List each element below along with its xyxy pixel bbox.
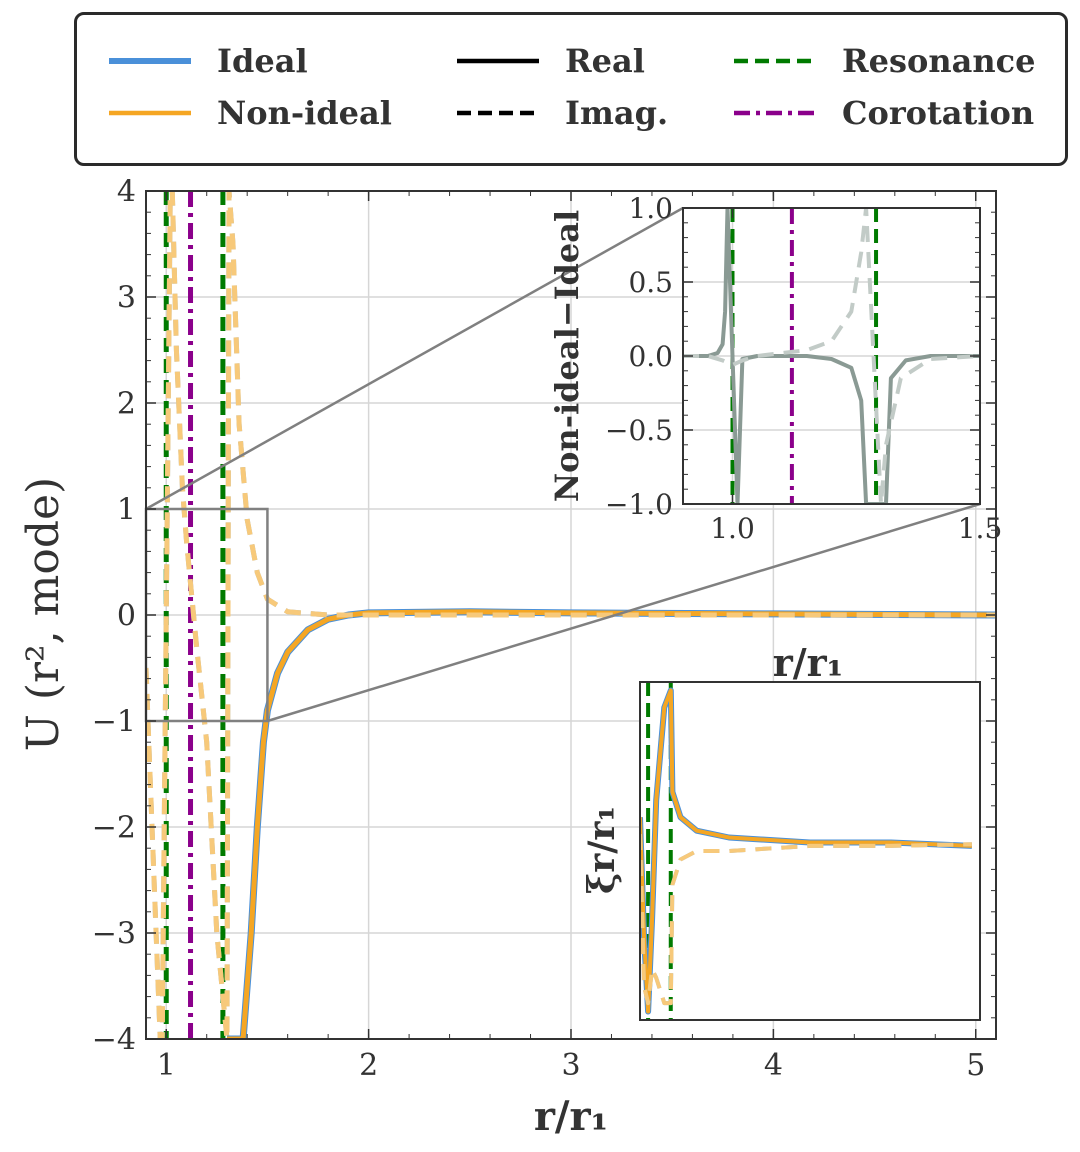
main-tick-labels: 1 2 3 4 5 −4 −3 −2 −1 0 1 2 3 4	[92, 175, 986, 1084]
diff-tick-label-y-3: 0.5	[628, 266, 673, 299]
inset-difference-x-label: r/r₁	[773, 640, 844, 685]
main-ticks	[146, 190, 996, 1040]
inset-displacement-background	[640, 682, 980, 1020]
main-tick-label-y-3: −1	[92, 705, 136, 740]
inset-displacement-frame	[639, 681, 981, 1021]
inset-difference-y-label: Non-ideal−Ideal	[548, 210, 586, 502]
legend-swatch-real	[457, 58, 539, 64]
legend-swatch-corotation	[734, 110, 816, 116]
main-tick-label-y-2: −2	[92, 811, 136, 846]
diff-series-0	[683, 208, 980, 504]
legend-swatch-resonance	[734, 58, 816, 64]
inset-difference-tick-labels: 1.0 1.5 −1.0 −0.5 0.0 0.5 1.0	[605, 192, 1002, 545]
legend-label-corotation: Corotation	[842, 94, 1035, 132]
main-tick-label-y-1: −3	[92, 917, 136, 952]
legend: Ideal Real Resonance Non-ideal Imag. Cor…	[74, 12, 1068, 166]
legend-swatch-ideal	[109, 58, 191, 64]
legend-item-ideal: Ideal	[109, 41, 308, 81]
legend-item-real: Real	[457, 41, 645, 81]
main-x-axis-label: r/r₁	[534, 1093, 608, 1140]
legend-label-ideal: Ideal	[217, 42, 308, 80]
xi-series-3	[640, 834, 972, 1006]
main-tick-label-y-7: 3	[117, 281, 136, 316]
main-y-axis-label: U (r², mode)	[18, 477, 69, 751]
diff-tick-label-y-1: −0.5	[605, 414, 673, 447]
legend-item-imag: Imag.	[457, 93, 668, 133]
main-tick-label-x-0: 1	[157, 1048, 176, 1083]
diff-tick-label-y-0: −1.0	[605, 488, 673, 521]
main-series-1	[227, 609, 996, 1039]
zoom-connector-top	[145, 206, 684, 511]
main-tick-label-y-0: −4	[92, 1023, 136, 1058]
diff-tick-label-x-1: 1.5	[958, 512, 1003, 545]
main-tick-label-y-4: 0	[117, 599, 136, 634]
main-tick-label-x-2: 3	[561, 1048, 580, 1083]
inset-displacement-panel: ξr/r₁	[581, 681, 981, 1021]
main-tick-label-x-1: 2	[359, 1048, 378, 1083]
inset-difference-panel: 1.0 1.5 −1.0 −0.5 0.0 0.5 1.0 r/r₁ Non-ideal−I…	[548, 192, 1002, 685]
inset-displacement-series	[640, 687, 973, 1015]
zoom-connector-bottom	[267, 502, 981, 723]
legend-swatch-nonideal	[109, 110, 191, 116]
legend-label-real: Real	[565, 42, 645, 80]
legend-label-nonideal: Non-ideal	[217, 94, 392, 132]
main-reference-lines	[163, 191, 226, 1039]
legend-label-imag: Imag.	[565, 94, 669, 132]
legend-item-nonideal: Non-ideal	[109, 93, 392, 133]
legend-item-resonance: Resonance	[734, 41, 1035, 81]
inset-difference-ticks	[683, 207, 981, 505]
main-tick-label-y-8: 4	[117, 175, 136, 210]
main-tick-label-y-5: 1	[117, 493, 136, 528]
legend-swatch-imag	[457, 110, 539, 116]
diff-tick-label-x-0: 1.0	[710, 512, 755, 545]
main-tick-label-x-3: 4	[764, 1048, 783, 1083]
legend-item-corotation: Corotation	[734, 93, 1034, 133]
main-tick-label-y-6: 2	[117, 387, 136, 422]
xi-series-1	[640, 688, 972, 1014]
legend-label-resonance: Resonance	[842, 42, 1036, 80]
main-tick-label-x-4: 5	[966, 1048, 985, 1083]
inset-displacement-y-label: ξr/r₁	[581, 806, 623, 894]
main-series	[146, 191, 996, 1039]
diff-tick-label-y-4: 1.0	[628, 192, 673, 225]
diff-tick-label-y-2: 0.0	[628, 340, 673, 373]
inset-difference-series	[683, 208, 980, 504]
